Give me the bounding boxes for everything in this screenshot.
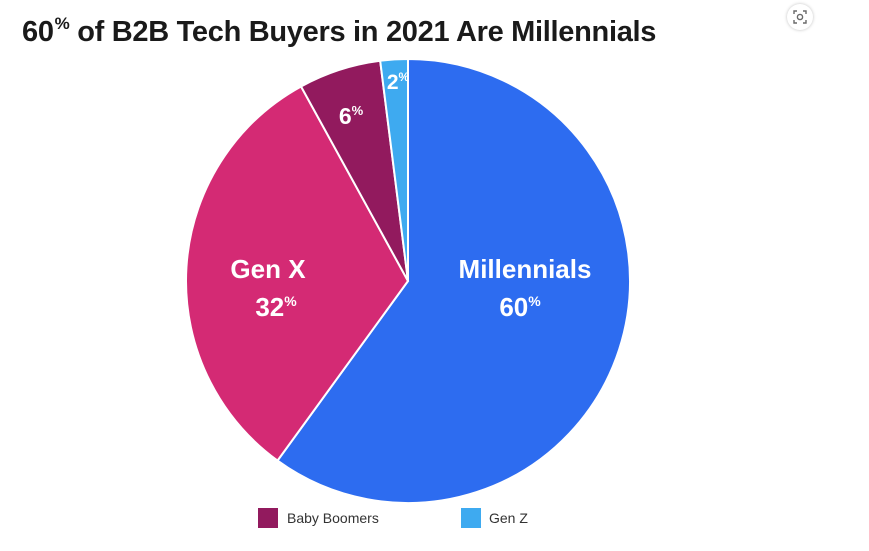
legend-label-gen-z: Gen Z bbox=[489, 510, 528, 526]
slice-value-baby-boomers: 6% bbox=[339, 103, 364, 129]
legend-swatch-gen-z bbox=[461, 508, 481, 528]
title-percent-sign: % bbox=[54, 14, 70, 33]
legend-swatch-baby-boomers bbox=[258, 508, 278, 528]
pie-slice-gen-x bbox=[185, 85, 410, 462]
pie-slice-gen-z bbox=[379, 57, 409, 282]
pie-slices bbox=[185, 57, 631, 504]
chart-legend: Baby Boomers Gen Z bbox=[258, 508, 528, 528]
slice-label-gen-x: Gen X bbox=[230, 254, 306, 284]
slice-label-millennials: Millennials bbox=[459, 254, 592, 284]
visual-search-icon[interactable] bbox=[787, 4, 813, 30]
slice-value-gen-z: 2% bbox=[387, 70, 410, 94]
slice-value-millennials: 60% bbox=[499, 292, 541, 322]
pie-labels: Millennials 60% Gen X 32% 6% 2% bbox=[230, 70, 591, 322]
title-lead: 60 bbox=[22, 16, 54, 48]
visual-search-icon-graphic bbox=[793, 10, 807, 24]
slice-value-gen-x: 32% bbox=[255, 292, 297, 322]
pie-slice-millennials bbox=[276, 57, 631, 504]
title-rest: of B2B Tech Buyers in 2021 Are Millennia… bbox=[69, 16, 657, 48]
legend-label-baby-boomers: Baby Boomers bbox=[287, 510, 379, 526]
chart-title: 60% of B2B Tech Buyers in 2021 Are Mille… bbox=[22, 14, 656, 49]
